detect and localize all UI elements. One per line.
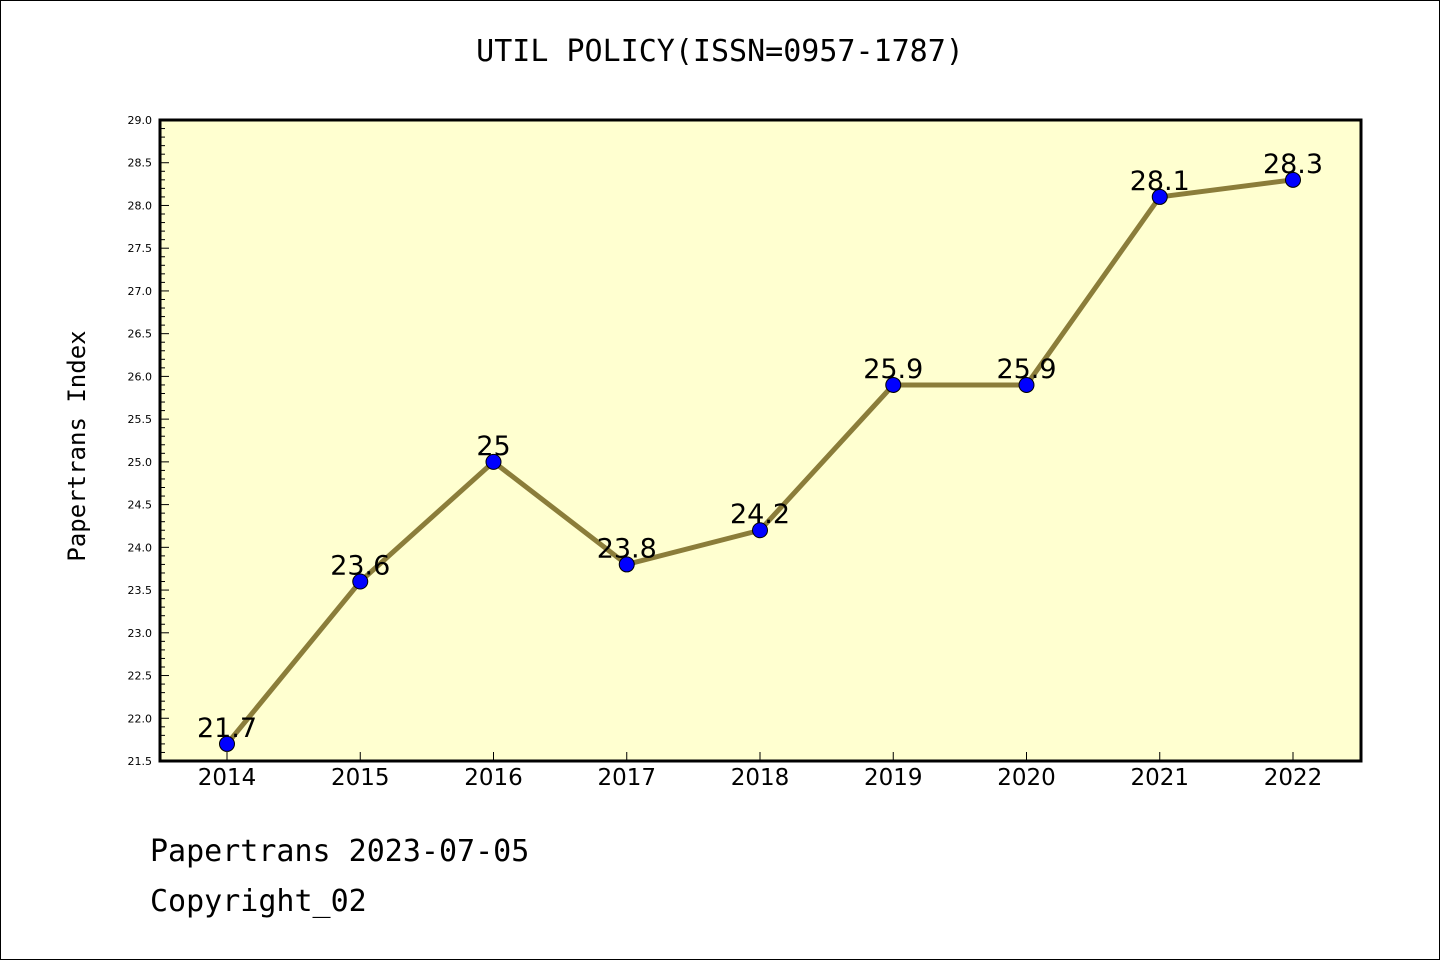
y-tick-label: 22.0 <box>128 712 153 725</box>
data-point <box>752 522 768 539</box>
data-point <box>1018 376 1035 393</box>
data-label: 28.3 <box>1263 149 1323 180</box>
data-label: 25.9 <box>863 354 923 385</box>
data-point <box>618 556 635 573</box>
y-tick-label: 27.0 <box>128 285 153 298</box>
plot-area <box>160 120 1361 761</box>
data-labels: 21.7 23.6 25 23.8 24.2 25.9 25.9 28.1 28.3 <box>197 149 1323 744</box>
x-tick-label: 2020 <box>997 765 1056 791</box>
y-tick-label: 28.5 <box>128 157 153 170</box>
x-tick-label: 2021 <box>1130 765 1189 791</box>
chart-title: UTIL POLICY(ISSN=0957-1787) <box>476 34 964 69</box>
data-label: 24.2 <box>730 499 790 530</box>
data-label: 28.1 <box>1130 166 1190 197</box>
footer-copyright: Copyright_02 <box>150 884 367 919</box>
x-tick-label: 2022 <box>1264 765 1323 791</box>
data-label: 25 <box>476 431 510 462</box>
y-tick-label: 28.0 <box>128 199 153 212</box>
y-tick-label: 27.5 <box>128 242 153 255</box>
data-label: 23.6 <box>330 551 390 582</box>
y-tick-label: 26.5 <box>128 328 153 341</box>
y-tick-label: 22.5 <box>128 670 153 683</box>
y-axis-ticks: 21.5 22.0 22.5 23.0 23.5 24.0 24.5 25.0 25.5 26.0… <box>128 114 169 768</box>
data-point <box>885 376 902 393</box>
x-tick-label: 2015 <box>331 765 390 791</box>
y-tick-label: 24.5 <box>128 499 153 512</box>
data-point <box>219 735 235 752</box>
y-tick-label: 21.5 <box>128 755 153 768</box>
footer-source-date: Papertrans 2023-07-05 <box>150 834 530 869</box>
plot-border <box>158 118 1363 763</box>
data-label: 21.7 <box>197 713 257 744</box>
x-tick-label: 2016 <box>464 765 523 791</box>
y-tick-label: 26.0 <box>128 370 153 383</box>
y-tick-label: 24.0 <box>128 541 153 554</box>
y-tick-label: 23.5 <box>128 584 153 597</box>
y-tick-label: 29.0 <box>128 114 153 127</box>
data-label: 23.8 <box>597 533 657 564</box>
x-tick-label: 2014 <box>198 765 257 791</box>
x-tick-label: 2017 <box>597 765 656 791</box>
y-tick-label: 25.5 <box>128 413 153 426</box>
y-tick-label: 25.0 <box>128 456 153 469</box>
y-tick-label: 23.0 <box>128 627 153 640</box>
x-axis-ticks: 2014 2015 2016 2017 2018 2019 2020 2021 2022 <box>198 752 1323 791</box>
data-label: 25.9 <box>996 354 1056 385</box>
data-markers <box>219 171 1301 752</box>
data-point <box>352 573 369 590</box>
data-point <box>485 453 502 470</box>
x-tick-label: 2019 <box>864 765 923 791</box>
data-point <box>1151 188 1168 205</box>
data-point <box>1285 171 1301 188</box>
x-tick-label: 2018 <box>731 765 790 791</box>
